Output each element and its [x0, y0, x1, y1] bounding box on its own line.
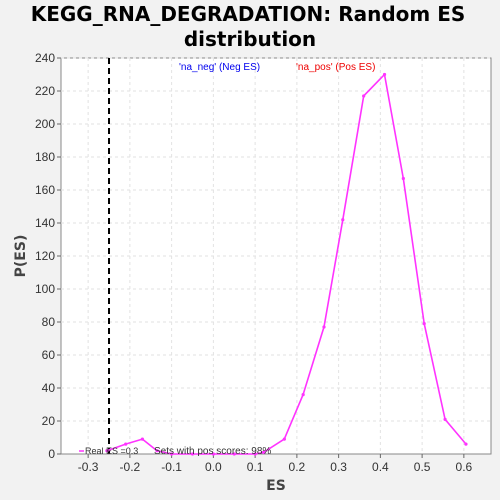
es-data-point [261, 450, 266, 454]
es-data-point [422, 322, 426, 326]
es-distribution-line [106, 72, 467, 455]
plot-area [60, 57, 492, 455]
es-data-point [301, 393, 305, 397]
x-tick-label: 0.2 [289, 460, 306, 474]
x-tick-label: 0.0 [205, 460, 222, 474]
axis-ticks: -0.3 -0.2 -0.1 0.0 0.1 0.2 0.3 0.4 0.5 0.6 0 20 40 60… [35, 51, 473, 474]
y-tick-label: 40 [42, 381, 56, 395]
es-data-point [105, 449, 109, 453]
x-axis-label: ES [266, 478, 286, 494]
x-tick-label: 0.4 [372, 460, 389, 474]
chart-title-line2: distribution [184, 27, 316, 51]
grid [61, 57, 491, 454]
y-tick-label: 240 [35, 51, 55, 65]
y-tick-label: 20 [42, 414, 56, 428]
es-data-point [464, 442, 468, 446]
y-tick-label: 200 [35, 117, 55, 131]
es-data-point [382, 72, 387, 77]
series-group [105, 72, 468, 456]
y-tick-label: 60 [42, 348, 56, 362]
es-data-point [401, 176, 405, 181]
y-tick-label: 220 [35, 84, 55, 98]
es-data-point [155, 449, 159, 453]
es-data-point [362, 94, 366, 98]
x-tick-label: 0.1 [247, 460, 264, 474]
y-tick-label: 180 [35, 150, 55, 164]
chart-title-line1: KEGG_RNA_DEGRADATION: Random ES [31, 2, 466, 26]
es-data-point [341, 218, 345, 222]
x-tick-label: 0.6 [456, 460, 473, 474]
es-data-point [124, 442, 128, 446]
es-data-point [140, 437, 145, 441]
pos-scores-label: Sets with pos scores: 98% [154, 446, 271, 457]
x-tick-label: 0.3 [330, 460, 347, 474]
es-data-point [211, 452, 215, 456]
y-tick-label: 160 [35, 183, 55, 197]
es-data-point [232, 452, 236, 456]
y-tick-label: 80 [42, 315, 56, 329]
y-tick-label: 0 [48, 447, 55, 461]
y-tick-label: 100 [35, 282, 55, 296]
x-tick-label: -0.1 [161, 460, 182, 474]
es-data-point [443, 417, 447, 421]
y-tick-label: 120 [35, 249, 55, 263]
y-tick-label: 140 [35, 216, 55, 230]
y-axis-label: P(ES) [13, 235, 29, 278]
es-data-point [253, 452, 257, 456]
es-data-point [170, 452, 174, 456]
es-data-point [322, 325, 326, 329]
x-tick-label: -0.2 [120, 460, 141, 474]
x-tick-label: -0.3 [78, 460, 99, 474]
real-es-legend-label: Real ES =0.3 [85, 446, 138, 456]
es-data-point [190, 452, 195, 456]
x-tick-label: 0.5 [414, 460, 431, 474]
pos-es-label: 'na_pos' (Pos ES) [296, 62, 375, 73]
neg-es-label: 'na_neg' (Neg ES) [179, 62, 260, 73]
es-data-point [282, 437, 286, 441]
